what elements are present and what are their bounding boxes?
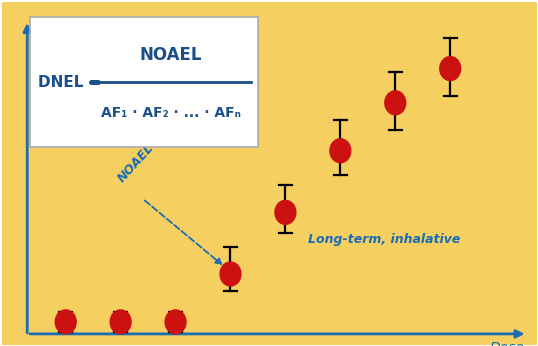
Text: NOAEL: NOAEL xyxy=(140,46,202,64)
Text: Long-term, inhalative: Long-term, inhalative xyxy=(308,233,461,246)
Ellipse shape xyxy=(275,200,296,224)
Text: Effect: Effect xyxy=(36,20,76,34)
FancyBboxPatch shape xyxy=(30,17,258,147)
Text: NOAEL: NOAEL xyxy=(115,141,157,185)
Ellipse shape xyxy=(440,57,461,81)
Ellipse shape xyxy=(165,310,186,334)
Ellipse shape xyxy=(385,91,406,115)
Ellipse shape xyxy=(55,310,76,334)
Ellipse shape xyxy=(220,262,241,286)
Ellipse shape xyxy=(110,310,131,334)
Text: Dose: Dose xyxy=(490,341,525,346)
Text: DNEL =: DNEL = xyxy=(38,75,107,90)
Ellipse shape xyxy=(330,139,351,163)
Text: AF₁ · AF₂ · ... · AFₙ: AF₁ · AF₂ · ... · AFₙ xyxy=(101,106,241,120)
